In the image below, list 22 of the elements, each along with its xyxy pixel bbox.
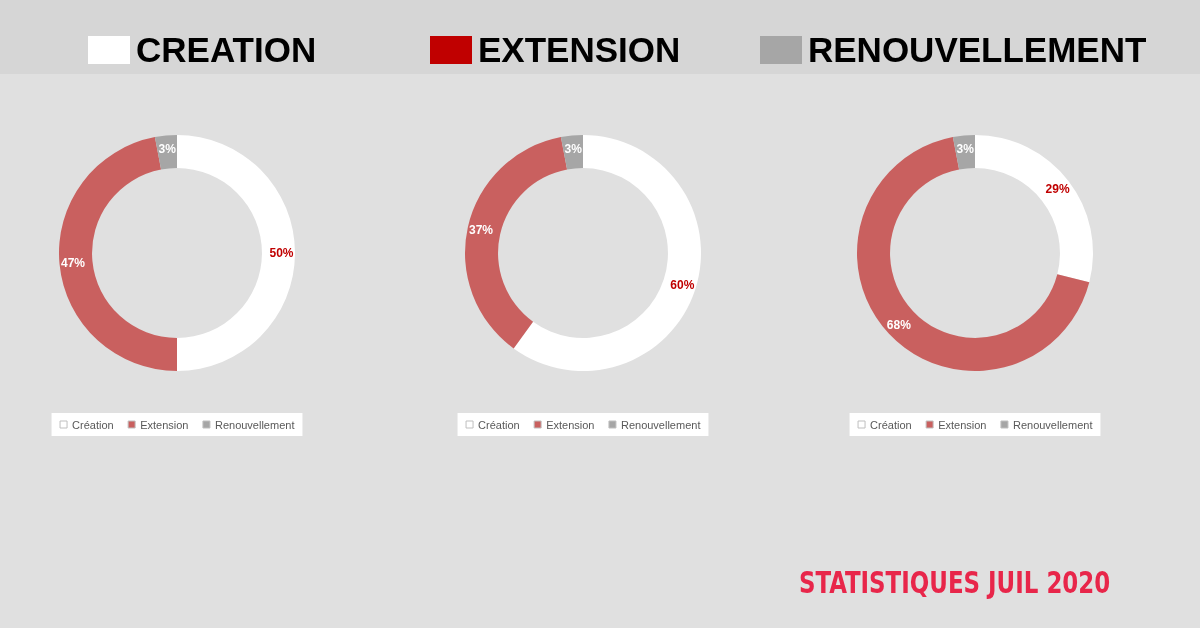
legend-label: Renouvellement [1012,418,1093,431]
data-label: 3% [956,141,975,156]
data-label: 29% [1045,181,1070,196]
legend-label: Extension [140,418,189,431]
data-label: 50% [269,246,294,260]
category-label: RENOUVELLEMENT [808,30,1147,70]
legend-label: Création [72,418,114,431]
data-label: 3% [158,141,177,156]
legend-label: Renouvellement [214,418,295,431]
category-label: EXTENSION [478,30,681,70]
legend-label: Extension [546,418,595,431]
legend-label: Création [478,418,520,431]
text: STATISTIQUES JUIL 2020 [798,565,1110,600]
legend-label: Extension [938,418,987,431]
category-label: CREATION [136,30,317,70]
data-label: 68% [886,317,912,332]
data-label: 3% [564,141,583,156]
data-label: 60% [670,278,695,293]
data-label: 37% [469,223,494,238]
data-label: 47% [60,255,86,270]
legend-label: Création [870,418,912,431]
legend-label: Renouvellement [620,418,701,431]
